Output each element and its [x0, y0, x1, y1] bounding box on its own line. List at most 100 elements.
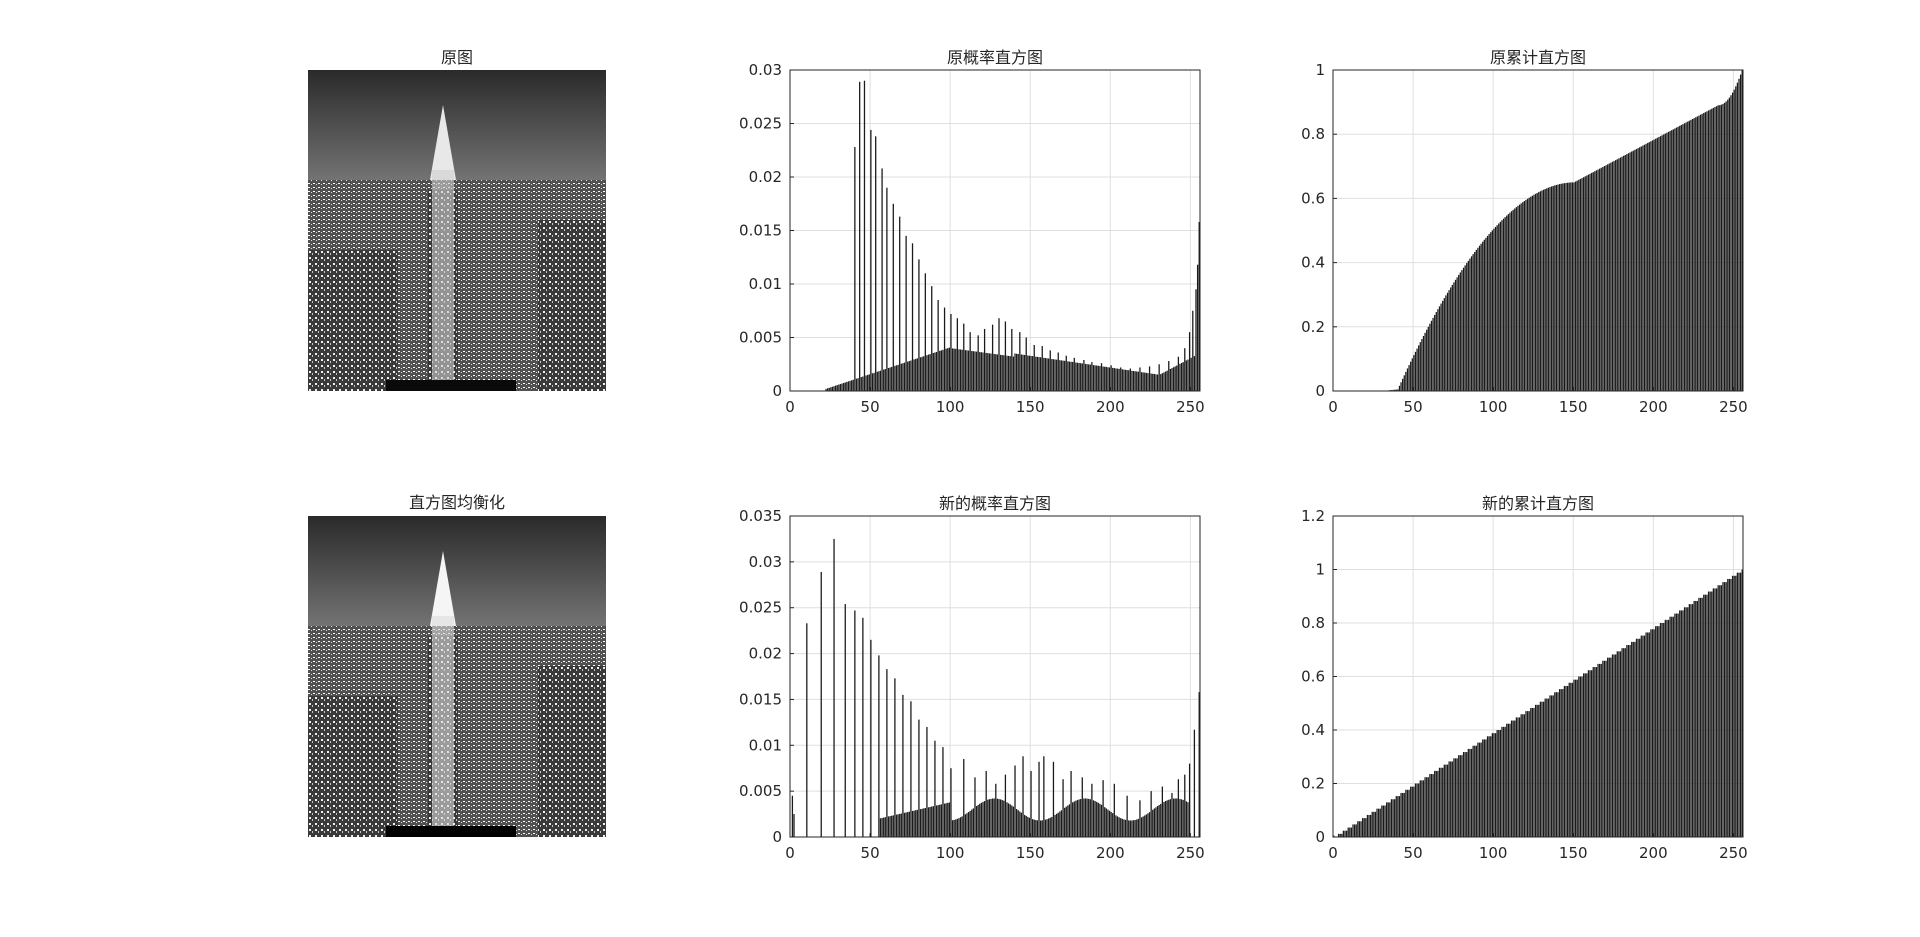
- bar: [1426, 329, 1428, 391]
- bar: [879, 370, 882, 391]
- bar: [1595, 170, 1598, 391]
- bar: [939, 350, 941, 391]
- bar: [1031, 356, 1034, 391]
- bar: [828, 387, 830, 391]
- bar: [1414, 783, 1417, 837]
- bar: [1446, 764, 1449, 837]
- bar: [1097, 802, 1099, 837]
- bar: [1129, 820, 1131, 837]
- bar: [1589, 670, 1591, 837]
- bar: [1443, 764, 1445, 837]
- bar: [943, 307, 946, 391]
- bar: [1080, 799, 1082, 837]
- bar: [1462, 267, 1465, 391]
- bar: [921, 808, 923, 837]
- y-tick-label: 0: [1315, 382, 1325, 400]
- bar: [884, 817, 886, 837]
- bar: [1720, 104, 1723, 391]
- bar: [1480, 243, 1482, 391]
- bar: [1193, 356, 1196, 391]
- bar: [1533, 194, 1535, 391]
- bar: [1009, 804, 1011, 837]
- bar: [1695, 117, 1697, 392]
- bar: [1613, 160, 1615, 391]
- x-tick-label: 50: [861, 844, 880, 862]
- bar: [1411, 358, 1413, 391]
- bar: [1073, 357, 1075, 391]
- bar: [1583, 673, 1585, 837]
- bar: [980, 802, 983, 837]
- bar: [1373, 811, 1375, 837]
- bar: [1169, 368, 1172, 391]
- bar: [1576, 180, 1578, 391]
- bar: [1387, 802, 1389, 837]
- bar: [1640, 635, 1642, 837]
- bar: [1017, 353, 1019, 391]
- bar: [1400, 792, 1402, 837]
- bar: [1525, 711, 1527, 837]
- bar: [1677, 613, 1679, 837]
- bar: [1597, 663, 1599, 837]
- bar: [932, 806, 934, 837]
- bar: [1060, 360, 1063, 391]
- bar: [1486, 235, 1489, 391]
- bar: [1538, 704, 1540, 837]
- bar: [1169, 799, 1172, 837]
- bar: [838, 384, 840, 391]
- x-tick-label: 200: [1096, 844, 1125, 862]
- x-tick-label: 200: [1639, 844, 1668, 862]
- y-tick-label: 0.8: [1301, 125, 1325, 143]
- bar: [1730, 578, 1732, 837]
- bar: [1017, 810, 1019, 837]
- bar: [988, 799, 991, 837]
- bar: [971, 350, 973, 391]
- bar: [1733, 89, 1735, 391]
- bar: [873, 372, 875, 391]
- bar: [1659, 623, 1662, 837]
- bar: [1571, 182, 1574, 391]
- bar: [1426, 777, 1428, 837]
- bar: [1722, 582, 1724, 837]
- bar: [1565, 182, 1567, 391]
- bar: [1184, 774, 1186, 837]
- bar: [1193, 729, 1196, 837]
- bar: [1453, 758, 1455, 837]
- bar: [1574, 181, 1577, 391]
- bar: [1342, 830, 1345, 837]
- bar: [943, 803, 946, 837]
- bar: [894, 365, 896, 391]
- bar: [854, 147, 856, 391]
- bar: [1054, 359, 1056, 391]
- bar: [1031, 819, 1034, 837]
- bar: [1015, 353, 1018, 391]
- bar: [963, 323, 965, 391]
- original-photo: [308, 70, 606, 391]
- bar: [1418, 345, 1420, 391]
- bar: [927, 807, 930, 837]
- bar: [1160, 803, 1162, 837]
- bar: [1456, 277, 1458, 391]
- bar: [907, 812, 909, 837]
- bar: [1105, 366, 1107, 391]
- bar: [1536, 704, 1538, 837]
- bar: [1027, 816, 1029, 837]
- bar: [953, 819, 955, 837]
- bar: [1725, 101, 1727, 391]
- bar: [1563, 183, 1566, 391]
- bar: [870, 639, 872, 837]
- bar: [1062, 360, 1064, 391]
- bar: [1337, 833, 1340, 837]
- bar: [905, 812, 907, 837]
- bar: [1419, 342, 1421, 391]
- bar: [1703, 113, 1705, 391]
- bar: [950, 313, 952, 391]
- bar: [1440, 767, 1442, 837]
- bar: [1669, 130, 1671, 392]
- bar: [1049, 350, 1051, 391]
- bar: [1639, 147, 1641, 391]
- bar: [1435, 770, 1437, 837]
- bar: [1515, 207, 1518, 391]
- bar: [935, 351, 938, 391]
- bar: [1709, 109, 1711, 392]
- bar: [1198, 221, 1200, 391]
